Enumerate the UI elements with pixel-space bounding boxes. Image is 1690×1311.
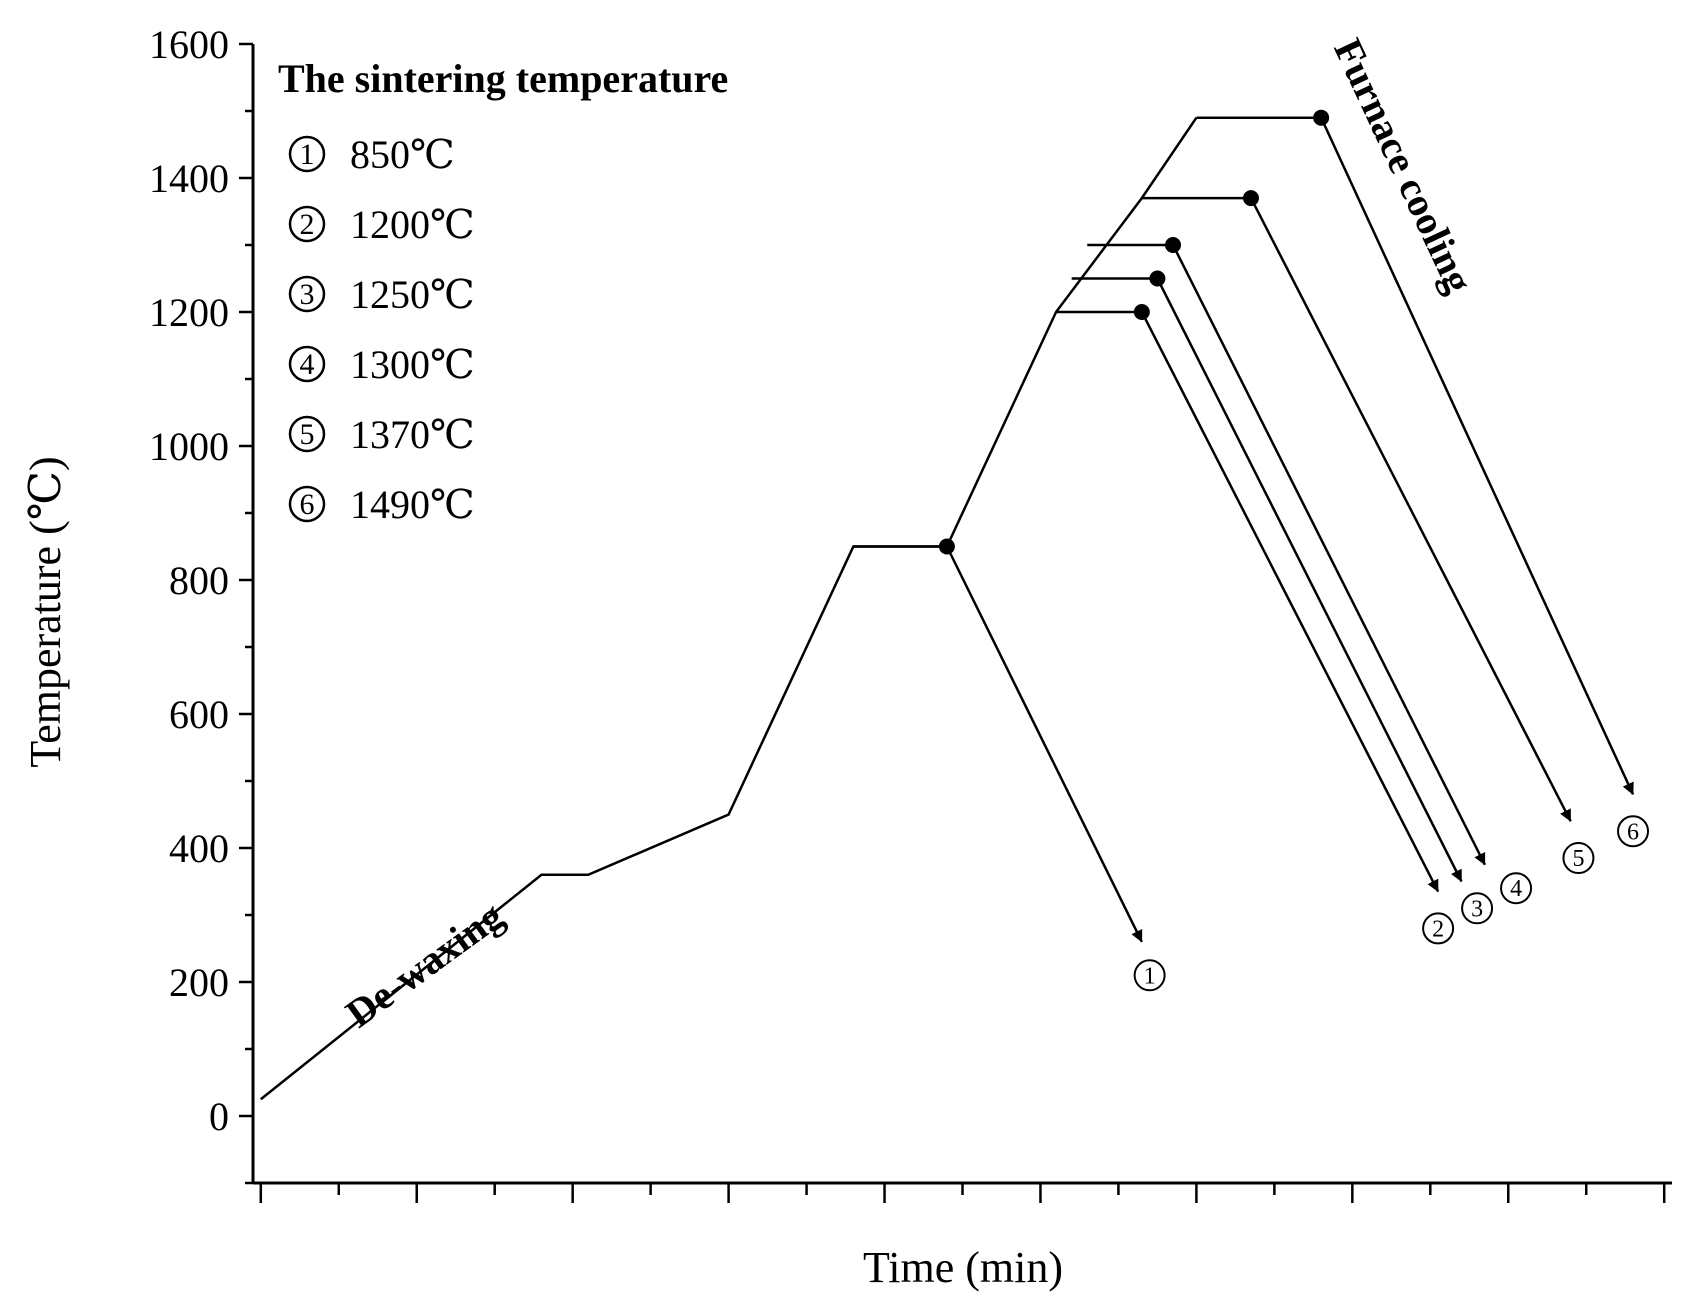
end-marker-1: 1 (1133, 959, 1166, 992)
legend-mark-circle (288, 485, 326, 523)
legend-mark-number: 1 (300, 138, 315, 171)
legend-mark-circle (288, 275, 326, 313)
legend-mark-number: 4 (300, 348, 315, 381)
legend-label: 1250℃ (350, 272, 475, 317)
end-marker-number: 5 (1572, 846, 1584, 872)
cooling-arrow-3 (1156, 277, 1463, 883)
legend-label: 1490℃ (350, 482, 475, 527)
y-tick-label: 1200 (149, 290, 229, 335)
y-tick-label: 800 (169, 558, 229, 603)
y-tick-label: 200 (169, 960, 229, 1005)
end-markers: 1 2 3 4 5 6 (1133, 815, 1650, 992)
heating-profile-line (260, 116, 1198, 1101)
end-marker-circle (1617, 815, 1650, 848)
hold-end-dot-2 (1133, 304, 1150, 320)
legend-title: The sintering temperature (278, 56, 728, 101)
legend-mark-number: 2 (300, 208, 315, 241)
legend: The sintering temperature 1 850℃ 2 1200℃ 3 12… (278, 56, 728, 527)
hold-end-dot-3 (1149, 270, 1166, 287)
end-marker-5: 5 (1562, 842, 1595, 875)
legend-mark-circle (288, 415, 326, 453)
legend-entry: 5 1370℃ (288, 412, 475, 457)
hold-end-dot-5 (1242, 190, 1259, 207)
series (260, 109, 1635, 1101)
y-tick-label: 600 (169, 692, 229, 737)
x-axis-title: Time (min) (863, 1243, 1063, 1292)
hold-end-dot-6 (1313, 109, 1330, 126)
end-marker-number: 3 (1471, 896, 1483, 922)
legend-mark-number: 5 (300, 418, 315, 451)
y-tick-label: 0 (209, 1094, 229, 1139)
legend-mark-circle (288, 135, 326, 173)
end-marker-6: 6 (1617, 815, 1650, 848)
end-marker-circle (1133, 959, 1166, 992)
end-marker-circle (1562, 842, 1595, 875)
legend-label: 1200℃ (350, 202, 475, 247)
cooling-arrow-1 (945, 545, 1143, 943)
legend-entry: 6 1490℃ (288, 482, 475, 527)
y-tick-label: 400 (169, 826, 229, 871)
y-tick-label: 1400 (149, 156, 229, 201)
cooling-arrow-6 (1320, 117, 1635, 795)
y-tick-label: 1000 (149, 424, 229, 469)
legend-mark-number: 3 (300, 278, 315, 311)
cooling-arrow-4 (1171, 244, 1486, 866)
hold-end-dot-4 (1165, 237, 1182, 253)
legend-entries: 1 850℃ 2 1200℃ 3 1250℃ 4 1300℃ 5 1370℃ 6 1490℃ (288, 132, 475, 527)
x-ticks (259, 1183, 1666, 1203)
end-marker-number: 2 (1432, 916, 1444, 942)
end-marker-3: 3 (1461, 892, 1494, 925)
legend-mark-circle (288, 205, 326, 243)
end-marker-number: 4 (1510, 876, 1522, 902)
legend-mark-number: 6 (300, 488, 315, 521)
legend-entry: 2 1200℃ (288, 202, 475, 247)
legend-mark-circle (288, 345, 326, 383)
end-marker-number: 6 (1627, 819, 1639, 845)
legend-entry: 3 1250℃ (288, 272, 475, 317)
legend-label: 1300℃ (350, 342, 475, 387)
cooling-arrow-2 (1140, 311, 1440, 893)
end-marker-circle (1422, 912, 1455, 945)
end-marker-circle (1461, 892, 1494, 925)
end-marker-2: 2 (1422, 912, 1455, 945)
y-tick-label: 1600 (149, 22, 229, 67)
annotation-furnace-cooling: Furnace cooling (1325, 32, 1482, 300)
end-marker-4: 4 (1500, 872, 1533, 905)
y-axis-title: Temperature (℃) (21, 456, 70, 767)
annotation-de-waxing: De-waxing (337, 893, 511, 1037)
legend-label: 850℃ (350, 132, 455, 177)
end-marker-circle (1500, 872, 1533, 905)
cooling-arrow-5 (1249, 197, 1572, 822)
legend-entry: 4 1300℃ (288, 342, 475, 387)
end-marker-number: 1 (1144, 963, 1156, 989)
hold-end-dot-1 (938, 538, 955, 555)
y-ticks: 0 200 400 600 800 1000 1200 1400 1600 (149, 22, 253, 1185)
legend-entry: 1 850℃ (288, 132, 455, 177)
legend-label: 1370℃ (350, 412, 475, 457)
